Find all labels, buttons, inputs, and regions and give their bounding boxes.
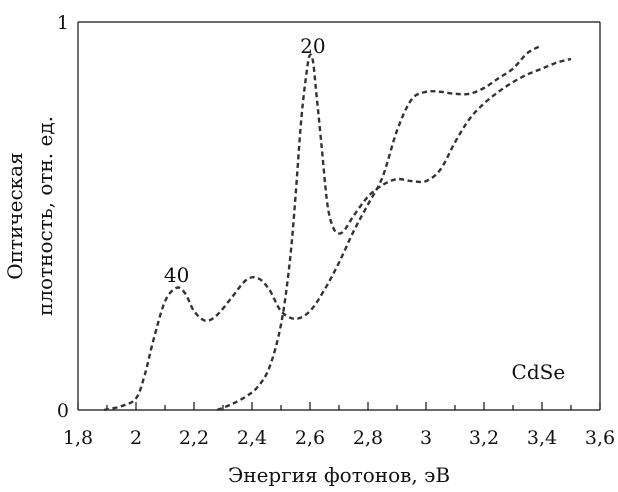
series-line-40 bbox=[103, 44, 543, 412]
y-tick-labels: 01 bbox=[57, 12, 69, 422]
x-tick-label: 2,2 bbox=[179, 427, 209, 449]
x-tick-label: 3,4 bbox=[527, 427, 557, 449]
x-tick-label: 2,4 bbox=[237, 427, 267, 449]
annotation-cdse: CdSe bbox=[512, 360, 566, 384]
y-axis-title-line-2: плотность, отн. ед. bbox=[33, 116, 57, 316]
x-tick-label: 3 bbox=[420, 427, 432, 449]
x-ticks bbox=[77, 402, 601, 410]
series-group bbox=[103, 44, 572, 412]
annotation-20: 20 bbox=[300, 34, 325, 58]
x-axis-title: Энергия фотонов, эВ bbox=[228, 463, 450, 487]
x-tick-label: 2 bbox=[130, 427, 142, 449]
y-tick-label: 1 bbox=[57, 12, 69, 34]
x-tick-label: 2,6 bbox=[295, 427, 325, 449]
x-tick-label: 3,6 bbox=[585, 427, 615, 449]
annotation-40: 40 bbox=[164, 263, 189, 287]
y-axis-title-line-1: Оптическая bbox=[3, 152, 27, 279]
annotations: 40 20 CdSe bbox=[164, 34, 565, 384]
x-tick-label: 2,8 bbox=[353, 427, 383, 449]
x-tick-label: 3,2 bbox=[469, 427, 499, 449]
x-tick-labels: 1,8 2 2,2 2,4 2,6 2,8 3 3,2 3,4 3,6 bbox=[63, 427, 615, 449]
y-tick-label: 0 bbox=[57, 400, 69, 422]
series-line-20 bbox=[216, 53, 572, 412]
plot-frame bbox=[77, 21, 601, 411]
x-tick-label: 1,8 bbox=[63, 427, 93, 449]
